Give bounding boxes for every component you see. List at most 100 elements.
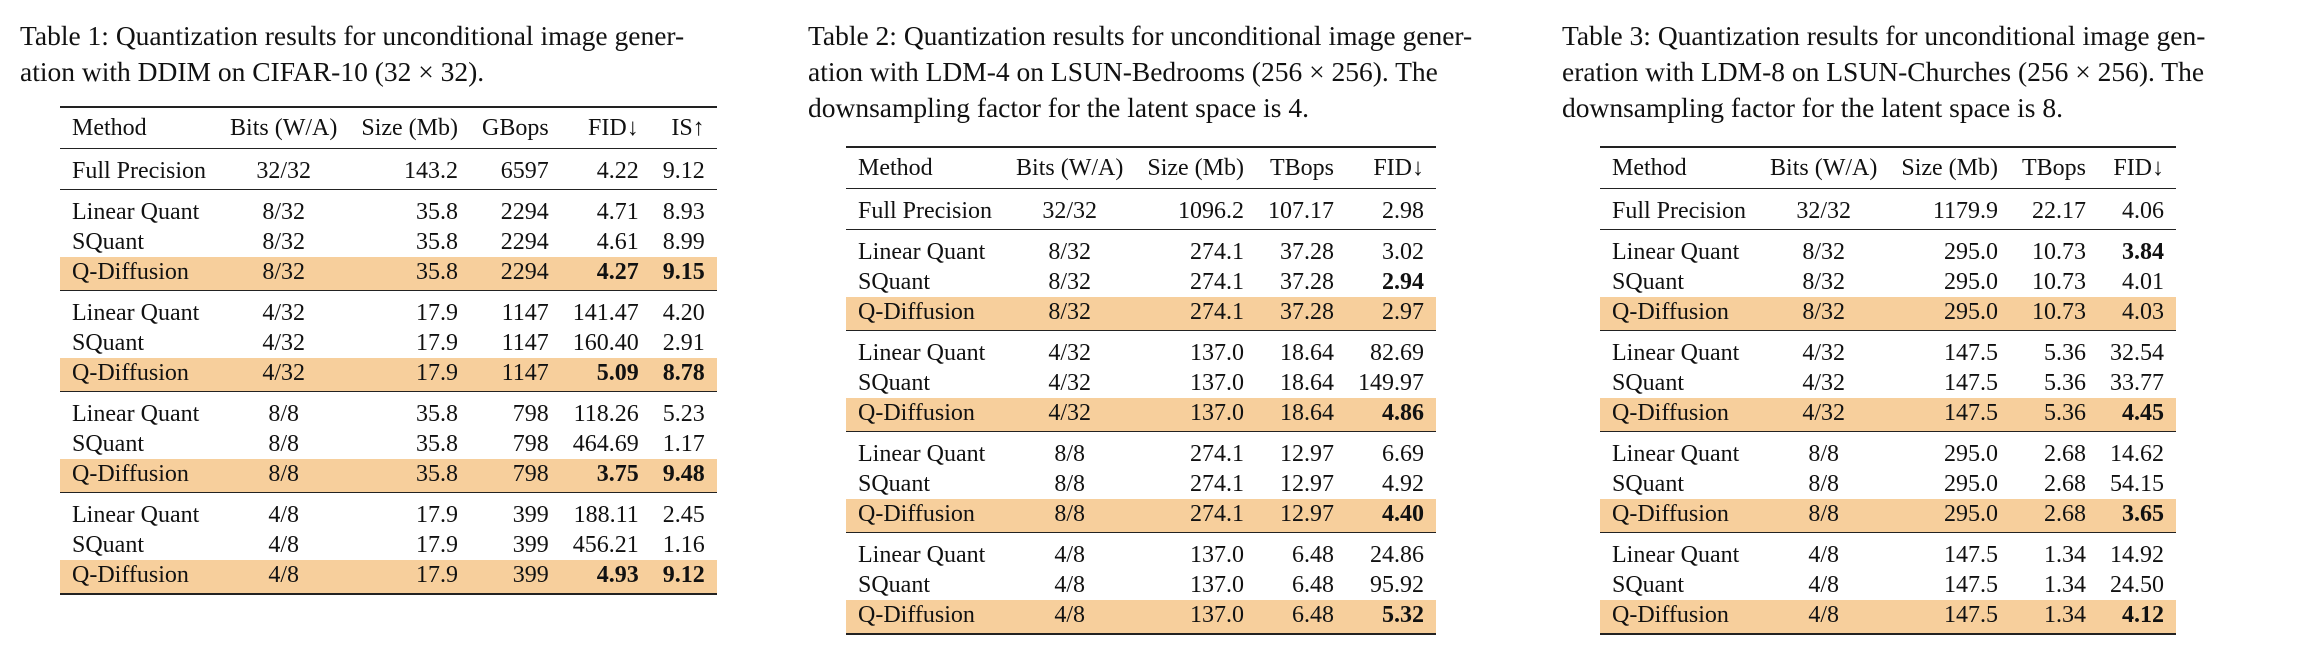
table-cell: 8/32: [1802, 269, 1846, 295]
table-cell: 37.28: [1256, 297, 1346, 331]
table-row: Linear Quant 4/32 147.5 5.36 32.54: [1600, 331, 2176, 369]
table-cell: Q-Diffusion: [60, 358, 219, 392]
table-cell: 8/32: [218, 257, 350, 291]
best-value: 4.45: [2122, 400, 2165, 426]
table-cell: SQuant: [858, 471, 930, 497]
table-row: Q-Diffusion 4/8 147.5 1.34 4.12: [1600, 600, 2177, 634]
caption-line: downsampling factor for the latent space…: [1562, 92, 2063, 123]
table-cell: 8/32: [1048, 269, 1092, 295]
table-cell: 147.5: [1944, 340, 1998, 366]
table-cell: 4.27: [560, 257, 651, 291]
best-value: 9.15: [662, 259, 705, 285]
table-cell: 274.1: [1135, 297, 1256, 331]
table-cell: 4/32: [1048, 340, 1092, 366]
table-cell: 8.78: [650, 358, 717, 392]
table-cell: 8/32: [1048, 239, 1092, 265]
table-row: Linear Quant 4/32 17.9 1147 141.47 4.20: [60, 291, 717, 329]
table-cell: 1147: [470, 358, 561, 392]
table-cell: SQuant: [72, 229, 144, 255]
table-cell: 456.21: [572, 532, 639, 558]
table-cell: SQuant: [858, 269, 930, 295]
table-cell: 35.8: [349, 257, 470, 291]
table-cell: 798: [512, 401, 549, 427]
table-cell: 399: [512, 502, 549, 528]
table-cell: 10.73: [2032, 239, 2087, 265]
table-cell: 4.01: [2122, 269, 2165, 295]
table-row: SQuant 4/8 147.5 1.34 24.50: [1600, 570, 2176, 600]
table-cell: Linear Quant: [1612, 340, 1740, 366]
table-cell: 5.36: [2044, 370, 2087, 396]
table-cell: 5.36: [2044, 340, 2087, 366]
table-cell: Q-Diffusion: [846, 297, 1005, 331]
column-header: Size (Mb): [1889, 147, 2010, 189]
table-cell: 8.99: [662, 229, 705, 255]
table-cell: 4.61: [596, 229, 639, 255]
table-cell: 274.1: [1135, 499, 1256, 533]
table-cell: 8/8: [1054, 471, 1086, 497]
table-row: SQuant 8/8 35.8 798 464.69 1.17: [60, 429, 717, 459]
table-cell: 17.9: [416, 532, 458, 558]
table-row: Linear Quant 8/8 295.0 2.68 14.62: [1600, 432, 2176, 470]
table-cell: 399: [470, 560, 561, 594]
table-cell: 10.73: [2010, 297, 2099, 331]
table-cell: 4/32: [1758, 398, 1890, 432]
table-cell: 35.8: [416, 199, 458, 225]
table-cell: Linear Quant: [858, 441, 986, 467]
table-cell: 1.34: [2010, 600, 2099, 634]
table-row: SQuant 4/32 17.9 1147 160.40 2.91: [60, 328, 717, 358]
table-cell: 4/8: [1808, 572, 1840, 598]
table-cell: 8/32: [262, 199, 306, 225]
best-value: 4.12: [2122, 602, 2165, 628]
table-cell: 54.15: [2110, 471, 2165, 497]
best-value: 3.84: [2122, 239, 2165, 265]
table-caption: Table 1: Quantization results for uncond…: [20, 18, 740, 90]
table-cell: 12.97: [1280, 441, 1334, 467]
header-row: Method Bits (W/A) Size (Mb) GBops FID↓ IS↑: [60, 107, 717, 149]
table-cell: 4/8: [268, 532, 300, 558]
table-cell: 4.03: [2098, 297, 2177, 331]
table-cell: 147.5: [1944, 542, 1998, 568]
table-cell: 12.97: [1280, 471, 1334, 497]
table-cell: Linear Quant: [72, 502, 200, 528]
table-cell: 4.12: [2098, 600, 2177, 634]
table-cell: 18.64: [1256, 398, 1346, 432]
caption-line: eration with LDM-8 on LSUN-Churches (256…: [1562, 56, 2205, 87]
table-cell: 137.0: [1190, 572, 1244, 598]
table-cell: 14.92: [2110, 542, 2165, 568]
column-header: Bits (W/A): [1758, 147, 1890, 189]
table-row: Linear Quant 4/8 17.9 399 188.11 2.45: [60, 493, 717, 531]
table-cell: 295.0: [1944, 441, 1998, 467]
table-cell: 8/32: [262, 229, 306, 255]
table-row: Q-Diffusion 4/32 147.5 5.36 4.45: [1600, 398, 2177, 432]
table-row: Q-Diffusion 8/8 35.8 798 3.75 9.48: [60, 459, 717, 493]
table-row: Linear Quant 8/32 295.0 10.73 3.84: [1600, 230, 2176, 268]
table-cell: 1147: [501, 330, 549, 356]
table-cell: 798: [470, 459, 561, 493]
table-cell: 17.9: [416, 330, 458, 356]
caption-line: ation with DDIM on CIFAR-10 (32 × 32).: [20, 56, 485, 87]
column-header: Method: [846, 147, 1005, 189]
table-cell: 137.0: [1135, 600, 1256, 634]
table-row: Linear Quant 4/8 147.5 1.34 14.92: [1600, 533, 2176, 571]
table-cell: 4/32: [1802, 340, 1846, 366]
table-cell: 33.77: [2110, 370, 2165, 396]
table-cell: 8.93: [662, 199, 705, 225]
table-cell: 295.0: [1889, 297, 2010, 331]
table-cell: 2.94: [1346, 267, 1436, 297]
table-cell: Q-Diffusion: [1600, 499, 1759, 533]
table-row: Full Precision 32/32 1179.9 22.17 4.06: [1600, 188, 2177, 230]
table-cell: 1179.9: [1889, 188, 2010, 230]
best-value: 3.65: [2122, 501, 2165, 527]
results-table: Method Bits (W/A) Size (Mb) TBops FID↓ Full P…: [846, 146, 1436, 635]
table-cell: 137.0: [1135, 398, 1256, 432]
table-cell: Linear Quant: [858, 239, 986, 265]
table-cell: 160.40: [572, 330, 639, 356]
table-cell: 8/8: [1758, 499, 1890, 533]
table-cell: 107.17: [1256, 188, 1346, 230]
column-header: FID↓: [2098, 147, 2177, 189]
table-cell: 4/32: [218, 358, 350, 392]
table-cell: 5.09: [560, 358, 651, 392]
table-cell: 17.9: [416, 502, 458, 528]
table-cell: 147.5: [1889, 600, 2010, 634]
table-row: SQuant 8/8 295.0 2.68 54.15: [1600, 469, 2176, 499]
